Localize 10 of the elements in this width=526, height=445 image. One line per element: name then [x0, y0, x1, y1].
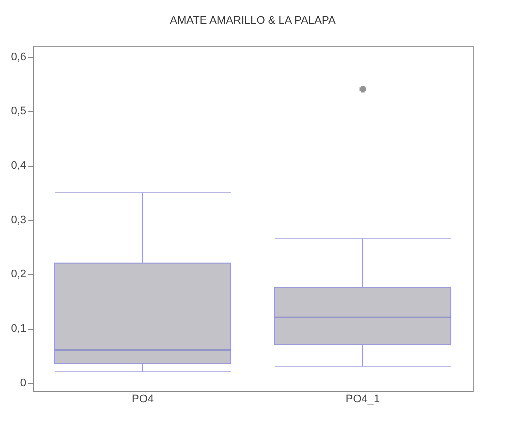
y-tick-label: 0,1 [11, 323, 26, 336]
y-tick-label: 0,2 [11, 268, 26, 281]
x-tick-label: PO4 [132, 394, 154, 406]
y-tick-label: 0,6 [11, 51, 26, 64]
chart-title: AMATE AMARILLO & LA PALAPA [170, 15, 336, 27]
x-tick-label: PO4_1 [346, 394, 380, 406]
y-tick-label: 0,5 [11, 106, 26, 118]
y-tick-label: 0,3 [11, 214, 26, 226]
y-tick-label: 0 [20, 377, 26, 390]
y-tick-label: 0,4 [11, 160, 26, 172]
